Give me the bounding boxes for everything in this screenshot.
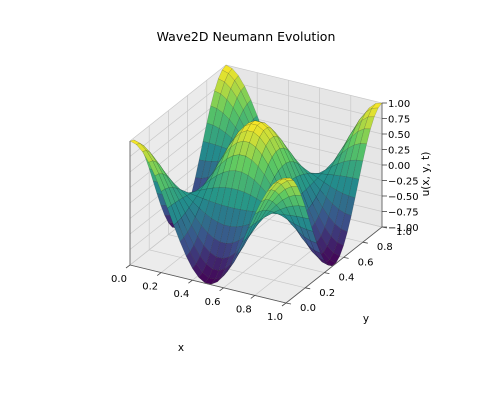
z-tick-label: −1.00 [388,223,419,234]
y-tick [305,287,311,290]
z-tick-label: 0.75 [388,115,410,126]
z-tick-label: 0.25 [388,146,410,157]
y-axis-label: y [363,313,369,325]
x-tick-label: 0.0 [111,274,127,285]
x-tick [156,272,162,276]
x-tick-label: 0.4 [173,289,189,300]
y-tick [362,241,368,244]
x-tick [125,264,131,269]
x-axis-line [129,264,287,304]
z-tick-label: 0.00 [388,161,410,172]
x-tick [281,302,287,307]
x-tick-label: 0.2 [142,282,158,293]
z-tick-label: 1.00 [388,99,410,110]
z-tick-label: −0.75 [388,208,419,219]
chart-title: Wave2D Neumann Evolution [157,29,336,44]
y-tick-label: 0.4 [338,273,354,284]
axis-ticks: 0.00.20.40.60.81.00.00.20.40.60.81.0−1.0… [111,99,419,323]
y-tick-label: 0.6 [358,257,374,268]
surface-plot [129,64,383,285]
z-tick-label: −0.50 [388,192,419,203]
x-tick [188,279,193,284]
x-tick [250,295,256,299]
z-tick-label: −0.25 [388,177,419,188]
z-axis-label: u(x, y, t) [420,152,432,197]
x-tick [219,287,224,292]
y-tick-label: 0.8 [377,242,393,253]
y-axis-line [285,226,383,304]
x-tick-label: 1.0 [267,312,283,323]
z-tick-label: 0.50 [388,130,410,141]
y-tick [285,302,292,305]
y-tick-label: 0.2 [319,288,335,299]
x-tick-label: 0.6 [205,297,221,308]
surface-face [279,177,290,180]
y-tick [343,257,349,259]
y-tick-label: 0.0 [300,303,316,314]
y-tick-label: 1.0 [396,227,412,238]
x-axis-label: x [178,342,184,354]
y-tick [324,272,330,274]
x-tick-label: 0.8 [236,304,252,315]
